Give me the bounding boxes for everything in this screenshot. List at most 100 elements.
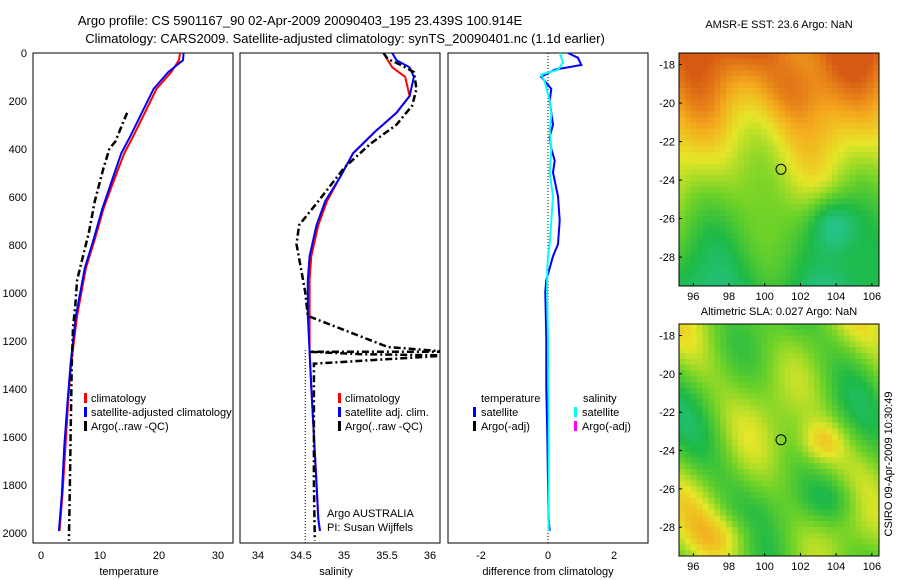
heatmap-cell: [814, 70, 821, 77]
heatmap-cell: [837, 181, 845, 188]
heatmap-cell: [826, 99, 833, 107]
heatmap-cell: [749, 341, 757, 348]
heatmap-cell: [755, 134, 762, 141]
heatmap-cell: [761, 329, 768, 337]
heatmap-cell: [820, 364, 827, 371]
heatmap-cell: [855, 227, 862, 235]
heatmap-cell: [714, 216, 721, 223]
heatmap-cell: [743, 157, 751, 165]
heatmap-cell: [784, 480, 792, 487]
heatmap-cell: [726, 405, 733, 412]
heatmap-cell: [726, 262, 733, 270]
heatmap-cell: [726, 93, 733, 101]
heatmap-cell: [702, 382, 710, 389]
heatmap-cell: [820, 169, 827, 176]
heatmap-cell: [684, 186, 692, 194]
heatmap-cell: [731, 509, 739, 516]
heatmap-cell: [779, 169, 786, 176]
heatmap-cell: [773, 82, 780, 89]
heatmap-cell: [702, 411, 710, 418]
heatmap-cell: [784, 227, 792, 235]
heatmap-cell: [731, 387, 739, 395]
heatmap-cell: [861, 53, 868, 60]
heatmap-cell: [684, 364, 692, 371]
heatmap-cell: [708, 353, 715, 360]
heatmap-cell: [749, 169, 757, 176]
heatmap-cell: [814, 422, 821, 429]
heatmap-cell: [802, 251, 810, 258]
heatmap-cell: [867, 192, 874, 200]
heatmap-cell: [779, 411, 786, 418]
heatmap-cell: [761, 82, 768, 89]
heatmap-cell: [796, 70, 804, 77]
heatmap-cell: [731, 58, 739, 66]
heatmap-cell: [796, 486, 804, 493]
heatmap-cell: [743, 364, 751, 371]
heatmap-cell: [779, 329, 786, 337]
heatmap-cell: [755, 469, 762, 476]
heatmap-cell: [802, 335, 810, 342]
heatmap-cell: [873, 399, 879, 406]
heatmap-cell: [714, 70, 721, 77]
heatmap-cell: [708, 463, 715, 470]
heatmap-cell: [731, 128, 739, 136]
heatmap-cell: [831, 527, 839, 534]
heatmap-cell: [867, 503, 874, 511]
heatmap-cell: [702, 58, 710, 66]
heatmap-cell: [814, 498, 821, 505]
heatmap-cell: [708, 474, 715, 482]
heatmap-cell: [679, 347, 686, 354]
heatmap-cell: [767, 152, 774, 159]
heatmap-cell: [749, 370, 757, 377]
heatmap-cell: [873, 117, 879, 124]
heatmap-cell: [773, 122, 780, 130]
heatmap-cell: [749, 515, 757, 522]
heatmap-cell: [720, 233, 727, 240]
heatmap-cell: [831, 509, 839, 516]
heatmap-cell: [802, 70, 810, 77]
heatmap-cell: [867, 239, 874, 246]
heatmap-cell: [790, 329, 798, 337]
heatmap-cell: [684, 353, 692, 360]
heatmap-cell: [808, 428, 815, 435]
heatmap-cell: [831, 227, 839, 235]
heatmap-cell: [796, 364, 804, 371]
heatmap-cell: [790, 376, 798, 383]
heatmap-cell: [708, 181, 715, 188]
salinity-x-tick: 35.5: [376, 550, 397, 562]
heatmap-cell: [837, 474, 845, 482]
heatmap-cell: [743, 387, 751, 395]
heatmap-cell: [849, 140, 857, 147]
heatmap-cell: [737, 216, 745, 223]
heatmap-cell: [761, 434, 768, 441]
heatmap-cell: [708, 515, 715, 522]
heatmap-cell: [679, 538, 686, 545]
heatmap-cell: [790, 93, 798, 101]
heatmap-cell: [790, 364, 798, 371]
heatmap-cell: [873, 82, 879, 89]
heatmap-cell: [826, 175, 833, 182]
series-line-satellite-adjusted-climatology: [57, 53, 185, 532]
heatmap-cell: [814, 128, 821, 136]
heatmap-cell: [849, 227, 857, 235]
heatmap-cell: [702, 192, 710, 200]
heatmap-cell: [761, 370, 768, 377]
heatmap-cell: [784, 387, 792, 395]
heatmap-cell: [808, 521, 815, 528]
heatmap-cell: [796, 105, 804, 112]
heatmap-cell: [731, 503, 739, 511]
heatmap-cell: [790, 163, 798, 171]
heatmap-cell: [790, 382, 798, 389]
heatmap-cell: [790, 324, 798, 331]
heatmap-cell: [743, 204, 751, 211]
heatmap-cell: [720, 457, 727, 464]
heatmap-cell: [802, 239, 810, 246]
heatmap-cell: [802, 474, 810, 482]
heatmap-cell: [726, 469, 733, 476]
heatmap-cell: [796, 111, 804, 118]
heatmap-cell: [679, 445, 686, 453]
heatmap-cell: [714, 245, 721, 252]
heatmap-cell: [702, 245, 710, 252]
heatmap-cell: [714, 175, 721, 182]
heatmap-cell: [784, 364, 792, 371]
